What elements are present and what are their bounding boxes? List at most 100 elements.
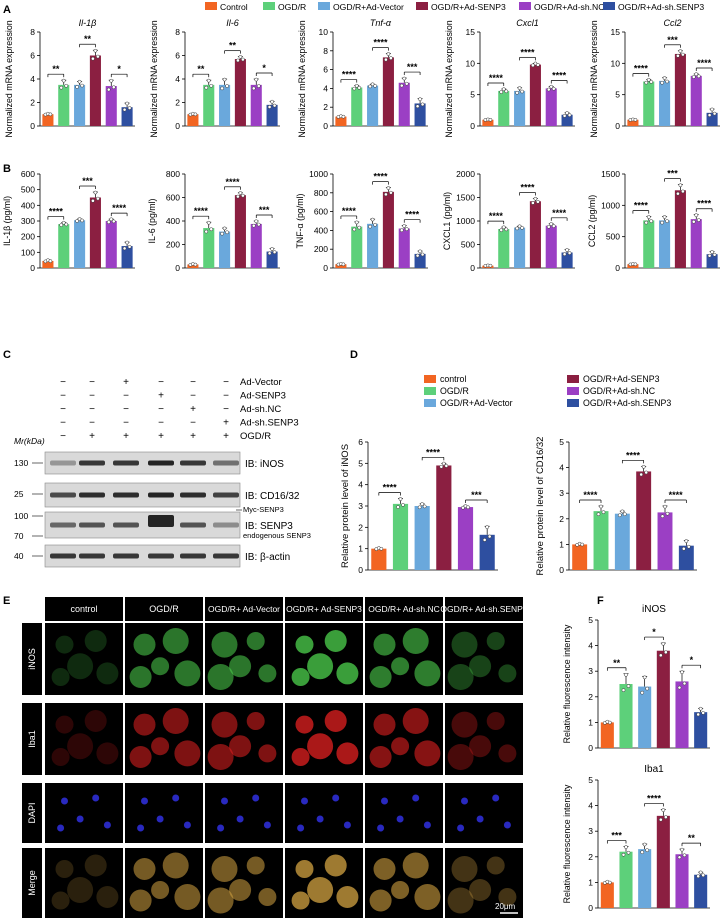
blot-band — [113, 492, 139, 498]
y-axis-label: CXCL1 (pg/ml) — [442, 192, 452, 250]
cell-blob — [307, 653, 334, 680]
micro-row-header: iNOS — [27, 648, 37, 670]
bar-0 — [482, 119, 494, 126]
data-point — [204, 229, 209, 234]
sig-label: **** — [626, 450, 641, 460]
y-tick-label: 400 — [21, 200, 35, 210]
data-point — [439, 464, 444, 469]
bar-5 — [706, 254, 718, 268]
data-point — [106, 220, 111, 224]
cell-blob — [51, 891, 70, 910]
cell-blob — [414, 740, 441, 767]
sig-label: * — [690, 655, 694, 665]
sig-label: **** — [634, 64, 649, 74]
data-point — [517, 86, 522, 90]
y-tick-label: 4 — [323, 83, 328, 93]
data-point — [236, 194, 240, 199]
data-point — [684, 539, 689, 543]
legend-a-label-4: OGD/R+Ad-sh.NC — [534, 2, 604, 12]
bar-2 — [414, 506, 430, 570]
cell-blob — [103, 821, 111, 829]
treatment-mark: − — [123, 404, 129, 415]
y-tick-label: 1000 — [456, 216, 475, 226]
bar-1 — [498, 90, 510, 126]
data-point — [640, 690, 645, 695]
sig-label: **** — [552, 71, 567, 81]
data-point — [501, 225, 506, 230]
micro-row-header: Iba1 — [27, 730, 37, 748]
y-axis-label: Relative fluorescence intensity — [562, 784, 572, 903]
data-point — [620, 509, 625, 514]
cell-blob — [391, 657, 410, 676]
y-tick-label: 4 — [175, 74, 180, 84]
panel-letter-B: B — [3, 163, 11, 175]
data-point — [663, 650, 668, 655]
bar-3 — [529, 201, 541, 268]
data-point — [222, 77, 227, 82]
y-tick-label: 2 — [323, 102, 328, 112]
data-point — [633, 117, 638, 122]
data-point — [420, 502, 425, 506]
cell-blob — [211, 631, 238, 658]
cell-blob — [402, 628, 429, 654]
data-point — [565, 248, 569, 252]
treatment-mark: − — [60, 404, 66, 415]
bar-5 — [479, 534, 495, 570]
y-tick-label: 5 — [358, 458, 363, 468]
cell-blob — [174, 740, 201, 767]
y-tick-label: 3 — [588, 826, 593, 836]
cell-blob — [377, 824, 385, 832]
sig-label: *** — [259, 205, 270, 215]
cell-blob — [498, 744, 517, 763]
cell-blob — [402, 852, 429, 879]
y-tick-label: 0 — [470, 263, 475, 273]
treatment-mark: + — [123, 377, 129, 388]
cell-blob — [307, 877, 334, 903]
y-tick-label: 1500 — [601, 169, 620, 179]
cell-blob — [486, 856, 505, 875]
sig-label: **** — [697, 58, 712, 68]
chart-7: 0 200 400 600 800 1000 TNF-α (pg/ml) **** **** **… — [295, 169, 428, 273]
data-point — [127, 106, 132, 110]
data-point — [352, 86, 357, 91]
data-point — [270, 247, 274, 251]
bar-2 — [614, 513, 630, 570]
bar-3 — [674, 190, 686, 268]
y-tick-label: 5 — [588, 615, 593, 625]
cell-blob — [447, 664, 474, 690]
cell-blob — [246, 712, 265, 730]
bar-1 — [351, 226, 363, 268]
y-tick-label: 1 — [588, 717, 593, 727]
sig-label: ** — [613, 658, 621, 668]
treatment-mark: − — [89, 377, 95, 388]
bar-5 — [414, 253, 426, 268]
treatment-mark: − — [60, 391, 66, 402]
cell-blob — [172, 794, 180, 802]
data-point — [401, 503, 405, 507]
cell-blob — [129, 746, 152, 768]
y-tick-label: 600 — [21, 169, 35, 179]
micro-col-header: OGD/R — [149, 604, 179, 614]
data-point — [520, 226, 524, 230]
cell-blob — [343, 821, 351, 829]
cell-blob — [373, 858, 396, 880]
cell-blob — [423, 821, 431, 829]
y-axis-label: IL-6 (pg/ml) — [147, 198, 157, 243]
micro-col-header: OGD/R+ Ad-sh.NC — [368, 604, 440, 614]
blot-band — [79, 492, 105, 498]
mw-marker: 40 — [14, 551, 24, 561]
sig-label: *** — [611, 831, 622, 841]
cell-blob — [156, 815, 164, 823]
legend-d-label-5: OGD/R+Ad-sh.SENP3 — [583, 398, 671, 408]
data-point — [621, 852, 626, 857]
bar-4 — [398, 82, 410, 126]
blot-band-label-0: IB: iNOS — [245, 459, 284, 470]
data-point — [270, 99, 274, 104]
bar-5 — [561, 252, 573, 268]
treatment-mark: − — [190, 391, 196, 402]
treatment-mark: + — [89, 431, 95, 442]
y-tick-label: 0 — [588, 903, 593, 913]
data-point — [389, 190, 393, 195]
data-point — [111, 219, 116, 224]
